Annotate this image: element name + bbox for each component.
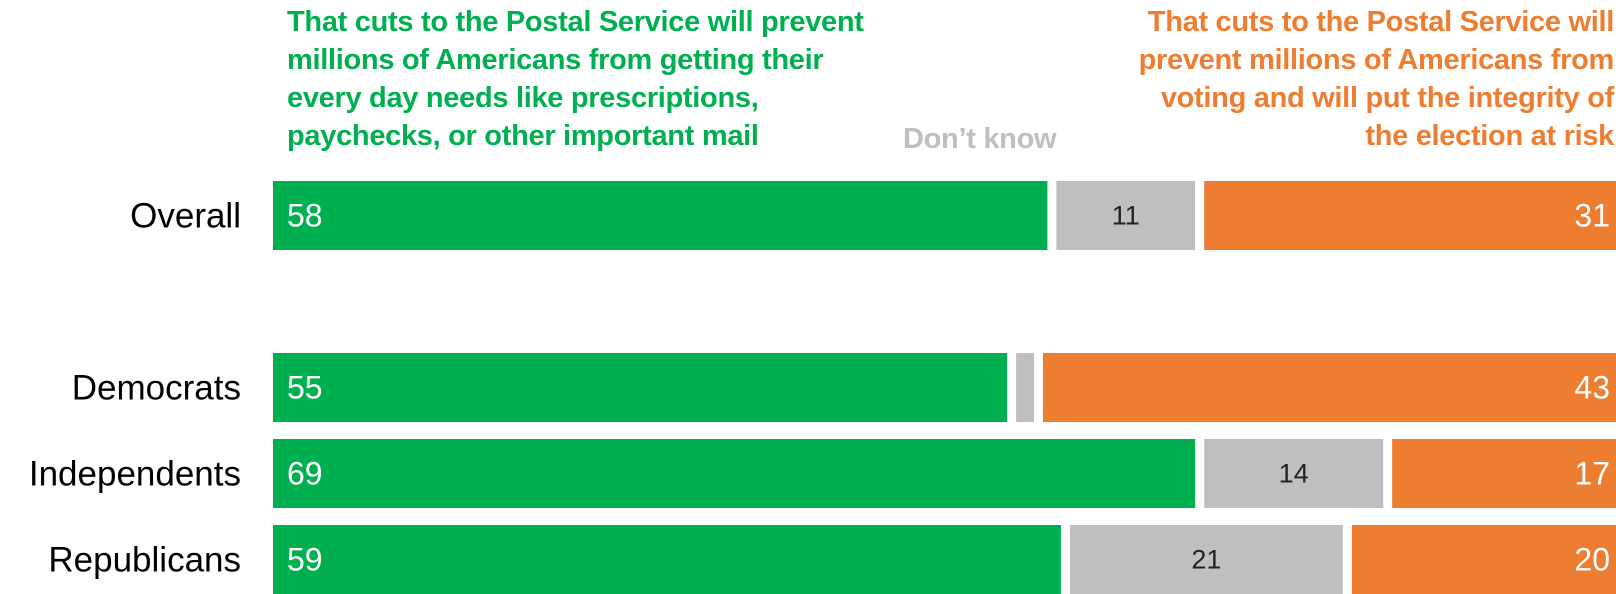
row-label: Independents [29, 455, 241, 494]
data-label-voting: 43 [1574, 370, 1610, 406]
legend-line: paychecks, or other important mail [287, 120, 759, 152]
bar-everyday-needs [273, 439, 1196, 508]
legend-entry-everyday-needs: That cuts to the Postal Service will pre… [287, 3, 927, 155]
legend-line: That cuts to the Postal Service will [1147, 6, 1615, 38]
data-label-voting: 31 [1574, 198, 1610, 234]
legend-entry-dont-know: Don’t know [903, 120, 1057, 158]
bar-dont-know [1204, 439, 1384, 508]
legend-line: prevent millions of Americans from [1138, 44, 1615, 76]
row-label: Democrats [72, 369, 241, 408]
data-label-dont-know: 21 [1191, 545, 1221, 575]
data-label-everyday-needs: 55 [287, 370, 323, 406]
legend-line: millions of Americans from getting their [287, 44, 824, 76]
bar-voting [1392, 439, 1616, 508]
data-label-dont-know: 14 [1279, 459, 1309, 489]
bar-dont-know [1056, 181, 1196, 250]
legend-line: every day needs like prescriptions, [287, 82, 759, 114]
bar-voting [1351, 525, 1616, 594]
row-label: Republicans [48, 541, 241, 580]
data-label-everyday-needs: 69 [287, 456, 323, 492]
legend-line: That cuts to the Postal Service will pre… [287, 6, 864, 38]
data-label-everyday-needs: 59 [287, 542, 323, 578]
legend-line: voting and will put the integrity of [1160, 82, 1614, 114]
bar-everyday-needs [273, 353, 1008, 422]
bar-dont-know [1069, 525, 1343, 594]
data-label-everyday-needs: 58 [287, 198, 323, 234]
legend-entry-voting: That cuts to the Postal Service will pre… [1054, 3, 1615, 155]
data-label-dont-know: 11 [1112, 201, 1140, 231]
bar-dont-know [1016, 353, 1034, 422]
data-label-voting: 20 [1574, 542, 1610, 578]
bar-everyday-needs [273, 525, 1061, 594]
bar-voting [1043, 353, 1616, 422]
bar-voting [1204, 181, 1616, 250]
data-label-voting: 17 [1574, 456, 1610, 492]
legend-line: Don’t know [903, 123, 1057, 155]
row-label: Overall [130, 197, 241, 236]
bar-everyday-needs [273, 181, 1048, 250]
legend-line: the election at risk [1365, 120, 1614, 152]
